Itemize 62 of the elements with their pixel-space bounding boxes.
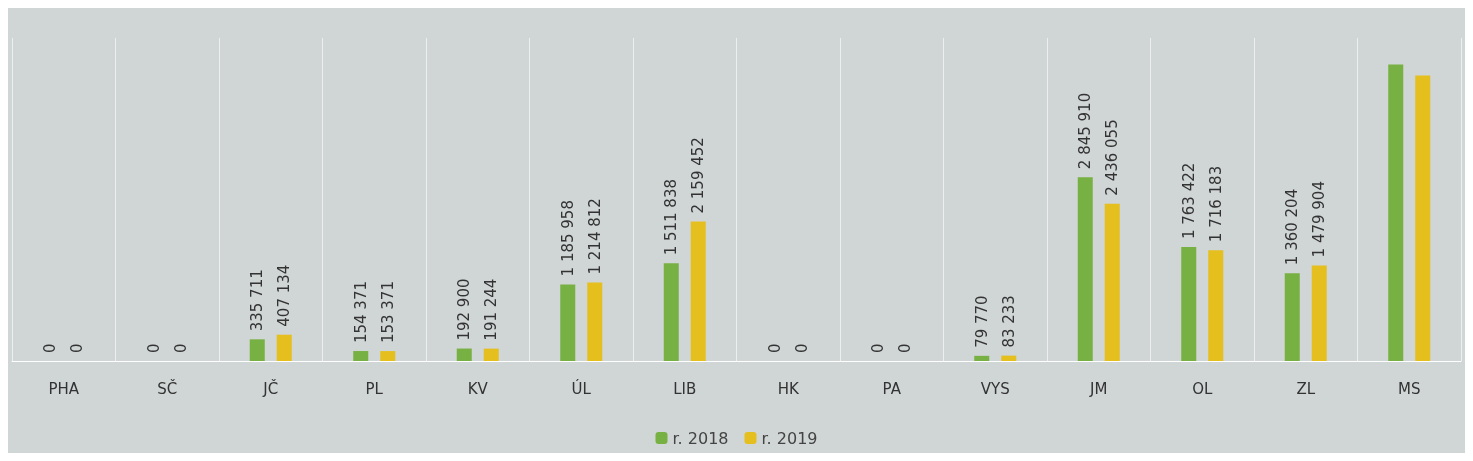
x-tick-label: PHA: [48, 379, 80, 398]
data-label: 191 244: [482, 278, 501, 341]
data-label: 192 900: [455, 278, 474, 341]
data-label: 1 479 904: [1310, 181, 1329, 258]
data-label: 1 185 958: [558, 200, 577, 277]
bar: [456, 348, 472, 361]
bar: [1415, 75, 1431, 361]
x-tick-label: HK: [777, 379, 800, 398]
x-tick-label: OL: [1192, 379, 1213, 398]
bar: [483, 348, 499, 361]
bar: [663, 263, 679, 361]
data-label: 0: [765, 343, 784, 353]
data-label: 1 511 838: [662, 178, 681, 256]
legend-label: r. 2019: [761, 428, 818, 448]
bar: [587, 282, 603, 361]
x-tick-label: VYS: [980, 379, 1010, 398]
bar: [560, 284, 576, 361]
bar: [1077, 177, 1093, 361]
data-label: 0: [792, 343, 811, 353]
bar: [249, 339, 265, 361]
bar: [974, 355, 990, 361]
data-label: 1 716 183: [1206, 165, 1225, 243]
bar: [1388, 64, 1404, 361]
data-label: 2 436 055: [1103, 119, 1122, 196]
data-label: 1 360 204: [1283, 188, 1302, 266]
data-label: 79 770: [972, 295, 991, 348]
data-label: 154 371: [351, 281, 370, 344]
bar: [353, 351, 369, 361]
data-label: 0: [68, 343, 87, 353]
data-label: 0: [896, 343, 915, 353]
legend-label: r. 2018: [672, 428, 729, 448]
x-tick-label: SČ: [157, 378, 178, 398]
data-label: 0: [869, 343, 888, 353]
data-label: 153 371: [378, 281, 397, 344]
x-tick-label: JČ: [262, 378, 279, 398]
data-label: 1 214 812: [585, 198, 604, 275]
x-tick-label: KV: [467, 379, 489, 398]
data-label: 0: [171, 343, 190, 353]
x-tick-label: LIB: [673, 379, 697, 398]
x-tick-label: ÚL: [571, 378, 592, 398]
data-label: 2 159 452: [689, 137, 708, 214]
bar: [1311, 265, 1327, 361]
x-tick-label: JM: [1089, 379, 1108, 398]
data-label: 0: [144, 343, 163, 353]
x-tick-label: PA: [882, 379, 902, 398]
bar: [276, 334, 292, 361]
data-label: 0: [41, 343, 60, 353]
bar: [1208, 250, 1224, 361]
x-tick-label: MS: [1398, 379, 1421, 398]
x-tick-label: PL: [365, 379, 384, 398]
data-label: 83 233: [999, 295, 1018, 348]
bar: [690, 221, 706, 361]
bar: [1001, 355, 1017, 361]
x-tick-label: ZL: [1296, 379, 1316, 398]
bar: [1284, 273, 1300, 361]
data-label: 2 845 910: [1076, 92, 1095, 170]
data-label: 407 134: [275, 264, 294, 327]
bar: [380, 351, 396, 361]
data-label: 1 763 422: [1179, 162, 1198, 240]
data-label: 335 711: [248, 269, 267, 332]
bar: [1104, 203, 1120, 361]
bar: [1181, 247, 1197, 361]
